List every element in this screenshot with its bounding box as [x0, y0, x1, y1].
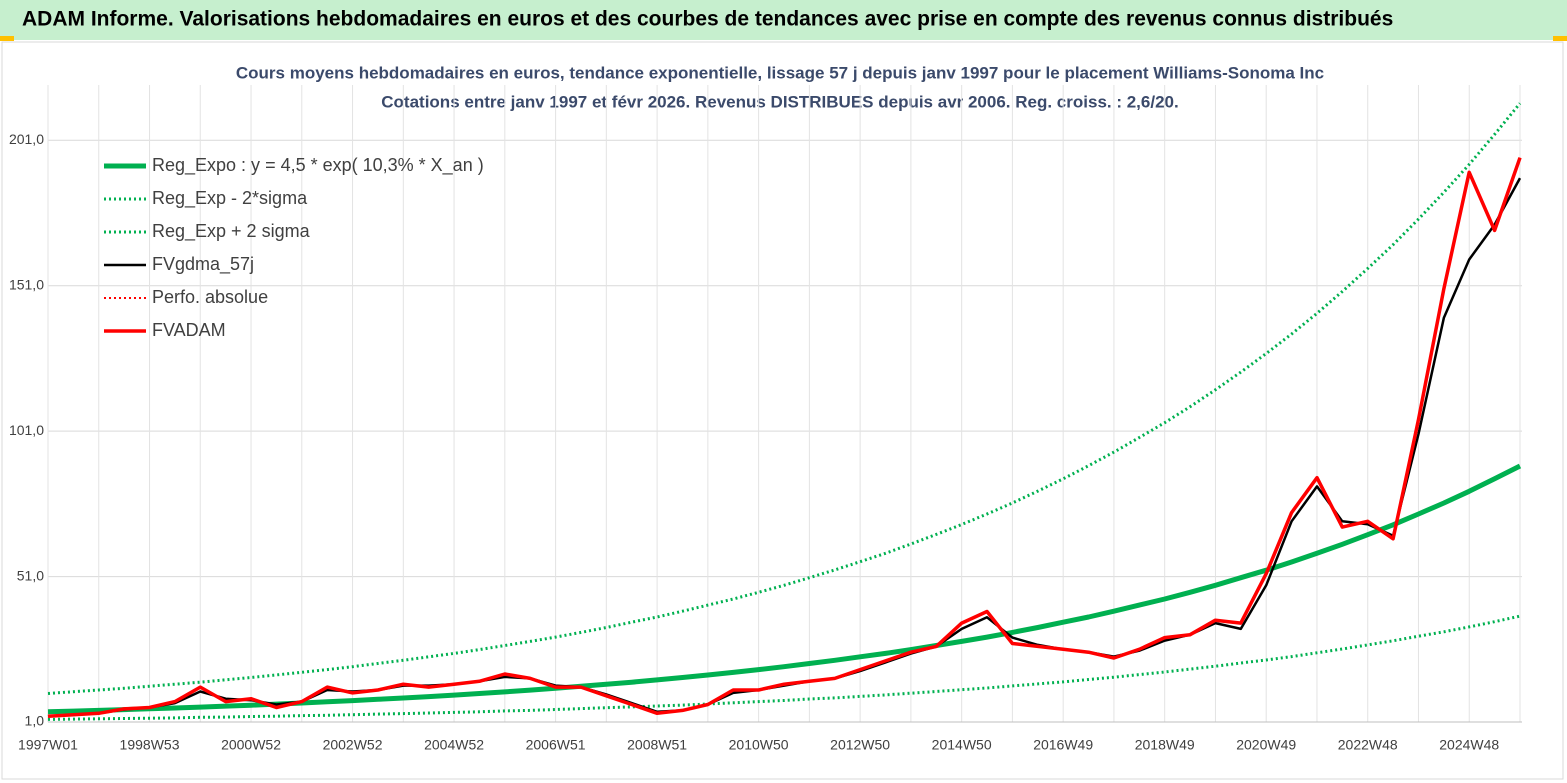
- x-tick-label: 2024W48: [1439, 737, 1499, 753]
- x-tick-label: 2004W52: [424, 737, 484, 753]
- corner-mark: [0, 36, 14, 41]
- legend-label: Reg_Exp - 2*sigma: [152, 188, 308, 209]
- plot-area: [47, 102, 1522, 721]
- chart-subtitle: Cotations entre janv 1997 et févr 2026. …: [381, 92, 1178, 111]
- legend-label: Perfo. absolue: [152, 287, 268, 307]
- series-line: [47, 102, 1522, 695]
- legend-label: Reg_Exp + 2 sigma: [152, 221, 311, 242]
- x-tick-label: 2008W51: [627, 737, 687, 753]
- y-tick-label: 151,0: [9, 276, 44, 292]
- x-tick-label: 2010W50: [729, 737, 789, 753]
- x-tick-label: 2016W49: [1033, 737, 1093, 753]
- chart-border: [1, 41, 1564, 780]
- legend-label: Reg_Expo : y = 4,5 * exp( 10,3% * X_an ): [152, 155, 484, 176]
- grid: 1,0 51,0 101,0 151,0 201,0 1997W01 1998W53 2000…: [9, 85, 1522, 753]
- series-line: [47, 614, 1521, 721]
- y-tick-label: 201,0: [9, 131, 44, 147]
- x-tick-label: 2006W51: [526, 737, 586, 753]
- legend-label: FVADAM: [152, 320, 226, 340]
- series-line: [47, 157, 1522, 718]
- x-tick-label: 2002W52: [323, 737, 383, 753]
- header-bar: [0, 0, 1567, 40]
- chart-title: Cours moyens hebdomadaires en euros, ten…: [236, 63, 1324, 82]
- y-tick-label: 101,0: [9, 422, 44, 438]
- y-tick-label: 1,0: [25, 713, 45, 729]
- x-tick-label: 2014W50: [932, 737, 992, 753]
- header-title: ADAM Informe. Valorisations hebdomadaire…: [22, 8, 1393, 31]
- legend: Reg_Expo : y = 4,5 * exp( 10,3% * X_an )…: [104, 155, 484, 340]
- x-tick-label: 2022W48: [1338, 737, 1398, 753]
- x-tick-label: 1997W01: [18, 737, 78, 753]
- y-tick-label: 51,0: [17, 567, 44, 583]
- x-tick-label: 2012W50: [830, 737, 890, 753]
- x-tick-label: 1998W53: [120, 737, 180, 753]
- x-tick-label: 2000W52: [221, 737, 281, 753]
- corner-mark: [1553, 36, 1567, 41]
- legend-label: FVgdma_57j: [152, 254, 254, 275]
- x-tick-label: 2018W49: [1135, 737, 1195, 753]
- x-tick-label: 2020W49: [1236, 737, 1296, 753]
